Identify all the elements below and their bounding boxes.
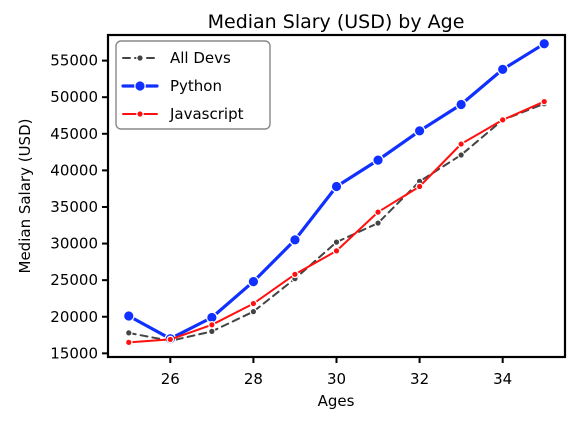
data-point xyxy=(372,154,384,166)
data-point xyxy=(374,208,382,216)
data-point xyxy=(208,327,216,336)
axis-ticks: 26 28 30 32 34 15000 20000 25000 30000 35000 40000… xyxy=(50,52,512,388)
data-point xyxy=(291,270,299,279)
data-point xyxy=(124,338,133,347)
y-tick-label: 50000 xyxy=(50,88,98,106)
data-point xyxy=(457,151,465,159)
data-point xyxy=(496,63,509,76)
legend: All Devs Python Javascript xyxy=(115,40,271,130)
y-tick-label: 20000 xyxy=(50,308,98,326)
legend-label: Python xyxy=(170,77,222,95)
data-point xyxy=(413,125,426,137)
legend-box xyxy=(115,40,271,130)
y-tick-label: 15000 xyxy=(50,344,98,362)
x-tick-label: 34 xyxy=(493,370,512,388)
legend-swatch-marker xyxy=(136,54,144,62)
data-point xyxy=(208,320,216,329)
y-axis-label: Median Salary (USD) xyxy=(16,119,34,274)
x-tick-label: 30 xyxy=(327,370,346,388)
data-point xyxy=(457,140,465,148)
series-line xyxy=(127,102,546,342)
data-point xyxy=(540,97,549,106)
data-point xyxy=(415,182,424,191)
legend-swatch-marker xyxy=(134,80,146,92)
data-point xyxy=(332,238,341,246)
series-group xyxy=(122,37,551,347)
legend-swatch-marker xyxy=(136,110,144,118)
y-tick-label: 40000 xyxy=(50,161,98,179)
legend-label: Javascript xyxy=(169,105,244,123)
y-tick-label: 35000 xyxy=(50,198,98,216)
y-tick-label: 30000 xyxy=(50,235,98,253)
legend-label: All Devs xyxy=(170,49,231,67)
x-tick-label: 32 xyxy=(410,370,429,388)
data-point xyxy=(498,116,507,124)
data-point xyxy=(374,219,382,227)
data-point xyxy=(249,299,258,308)
chart-title: Median Slary (USD) by Age xyxy=(208,11,465,33)
data-point xyxy=(538,37,551,50)
data-point xyxy=(249,307,258,316)
data-point xyxy=(247,275,260,288)
data-point xyxy=(124,329,133,337)
x-tick-label: 26 xyxy=(161,370,180,388)
data-point xyxy=(332,247,341,255)
data-point xyxy=(289,234,301,246)
x-tick-label: 28 xyxy=(244,370,263,388)
y-tick-label: 45000 xyxy=(50,125,98,143)
data-point xyxy=(166,335,175,344)
y-tick-label: 25000 xyxy=(50,271,98,289)
data-point xyxy=(455,98,467,111)
data-point xyxy=(330,180,343,193)
data-point xyxy=(122,310,135,322)
x-axis-label: Ages xyxy=(318,392,355,410)
y-tick-label: 55000 xyxy=(50,52,98,70)
